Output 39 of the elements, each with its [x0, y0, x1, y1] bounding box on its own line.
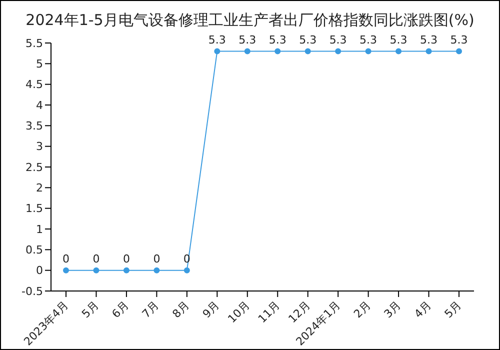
x-tick-label: 11月: [256, 298, 283, 326]
data-label: 5.3: [208, 33, 226, 46]
x-tick-label: 9月: [200, 298, 222, 321]
x-tick-label: 8月: [170, 298, 192, 321]
data-label: 5.3: [360, 33, 378, 46]
data-label: 0: [92, 252, 100, 266]
data-label: 5.3: [299, 33, 317, 46]
data-label: 5.3: [390, 33, 408, 46]
data-label: 5.3: [238, 33, 256, 46]
data-label: 0: [122, 252, 130, 266]
data-label: 5.3: [450, 33, 468, 46]
chart-title: 2024年1-5月电气设备修理工业生产者出厂价格指数同比涨跌图(%): [24, 11, 476, 30]
y-tick-label: 1.5: [26, 202, 43, 216]
x-tick-label: 7月: [140, 298, 162, 321]
x-tick-label: 4月: [412, 298, 434, 321]
y-tick-label: 2.5: [26, 160, 43, 174]
y-tick-label: 2: [36, 182, 43, 195]
data-label: 5.3: [420, 33, 438, 46]
x-tick-label: 2月: [351, 298, 374, 321]
y-tick-label: 4.5: [26, 78, 43, 92]
x-tick-label: 6月: [109, 298, 132, 321]
x-tick-label: 5月: [442, 298, 464, 321]
y-tick-label: 1: [36, 222, 43, 236]
y-tick-label: 0: [36, 264, 43, 278]
x-tick-label: 3月: [382, 298, 404, 321]
y-tick-label: 0.5: [26, 244, 43, 257]
x-tick-label: 5月: [79, 298, 102, 321]
x-tick-label: 12月: [286, 298, 313, 326]
data-label: 5.3: [329, 33, 347, 46]
x-tick-label: 10月: [225, 298, 252, 326]
y-tick-label: 3: [36, 140, 43, 154]
data-label: 5.3: [268, 33, 286, 46]
y-tick-label: -0.5: [22, 284, 43, 298]
data-label: 0: [153, 252, 160, 266]
y-tick-label: 3.5: [26, 120, 43, 133]
y-tick-label: 4: [36, 98, 43, 112]
data-label: 0: [62, 252, 70, 266]
y-tick-label: 5.5: [26, 36, 43, 50]
y-tick-label: 5: [36, 58, 43, 71]
